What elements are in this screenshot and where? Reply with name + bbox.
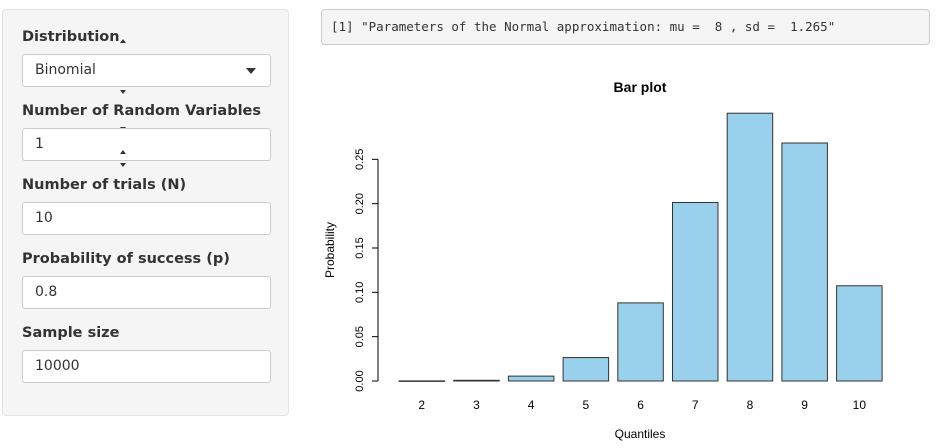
prob-success-label: Probability of success (p): [22, 251, 230, 267]
num-random-vars-label: Number of Random Variables: [22, 103, 262, 119]
x-axis-label: Quantiles: [615, 427, 666, 441]
bar-8: [726, 112, 774, 382]
x-tick-label: 8: [747, 398, 754, 412]
bar-3: [453, 379, 500, 382]
distribution-label: Distribution: [22, 29, 120, 45]
y-tick-label: 0.05: [354, 326, 366, 347]
x-tick-label: 5: [583, 398, 590, 412]
num-random-vars-input[interactable]: 1: [22, 128, 271, 161]
normal-approx-output: [1] "Parameters of the Normal approximat…: [321, 9, 930, 45]
num-trials-input[interactable]: 10: [22, 202, 271, 235]
sample-size-label: Sample size: [22, 325, 120, 341]
sample-size-input[interactable]: 10000: [22, 350, 271, 383]
spin-down-icon[interactable]: [120, 163, 126, 167]
y-axis-label: Probability: [323, 222, 337, 278]
spin-up-icon[interactable]: [120, 150, 126, 154]
bar-10: [836, 285, 883, 382]
x-tick-label: 3: [473, 398, 480, 412]
x-tick-label: 7: [692, 398, 699, 412]
sidebar-panel: Distribution Binomial Number of Random V…: [2, 9, 289, 416]
distribution-select-value: Binomial: [35, 62, 96, 78]
x-tick-labels: 2 3 4 5 6 7 8 9 10: [418, 398, 866, 412]
y-axis: 0.00 0.05 0.10 0.15 0.20 0.25: [354, 149, 379, 392]
chart-title: Bar plot: [614, 79, 667, 95]
y-tick-label: 0.00: [354, 370, 366, 391]
spin-up-icon[interactable]: [120, 39, 126, 43]
bar-4: [507, 375, 555, 382]
x-tick-label: 6: [637, 398, 644, 412]
y-tick-label: 0.20: [354, 193, 366, 214]
x-tick-label: 10: [853, 398, 867, 412]
x-tick-label: 9: [801, 398, 808, 412]
x-tick-label: 4: [528, 398, 535, 412]
bar-5: [562, 357, 610, 382]
bar-7: [672, 202, 719, 382]
bar-6: [617, 302, 664, 382]
distribution-select[interactable]: Binomial: [22, 54, 271, 87]
prob-success-input[interactable]: 0.8: [22, 276, 271, 309]
num-trials-label: Number of trials (N): [22, 177, 187, 193]
y-tick-label: 0.25: [354, 149, 366, 170]
y-tick-label: 0.15: [354, 237, 366, 258]
bar-2: [398, 380, 445, 382]
spin-down-icon[interactable]: [120, 90, 126, 94]
bars: [398, 112, 883, 382]
y-tick-label: 0.10: [354, 282, 366, 303]
bar-9: [781, 142, 828, 382]
chevron-down-icon: [246, 68, 256, 74]
x-tick-label: 2: [418, 398, 425, 412]
